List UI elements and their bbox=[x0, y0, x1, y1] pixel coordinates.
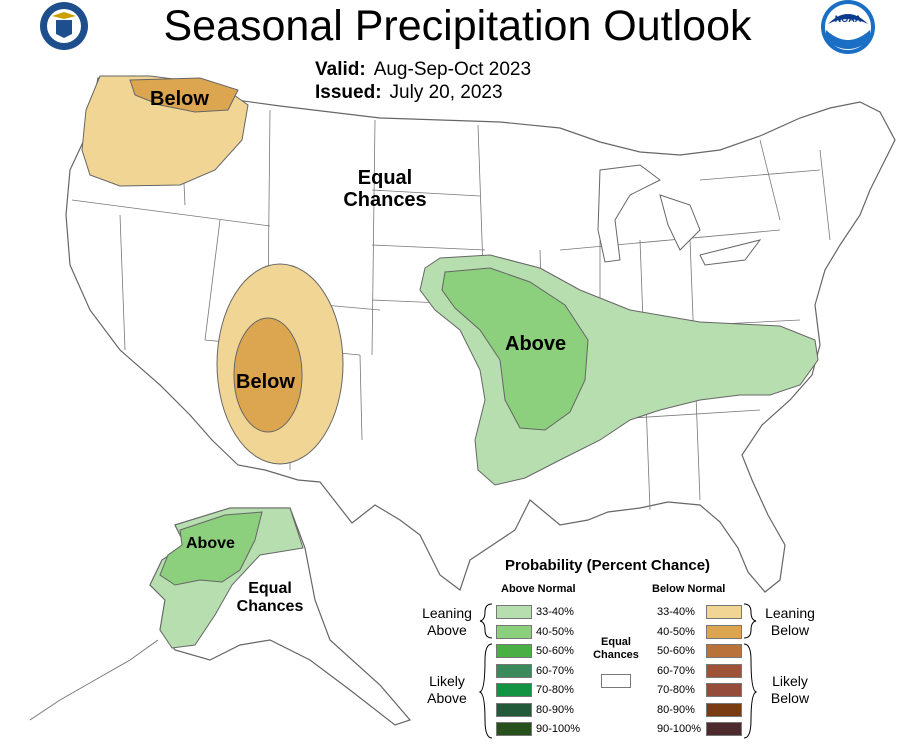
legend-below-range-label: 50-60% bbox=[657, 645, 695, 657]
legend-above-swatch bbox=[496, 683, 532, 697]
legend-equal-swatch bbox=[601, 674, 631, 688]
legend-equal-line2: Chances bbox=[593, 649, 639, 662]
legend-below-swatch bbox=[706, 702, 742, 717]
central-above-40-50 bbox=[441, 267, 589, 431]
legend-below-range-label: 80-90% bbox=[657, 703, 695, 716]
legend-below-range-label: 70-80% bbox=[657, 684, 695, 696]
equal-chances-line1: Equal bbox=[357, 167, 413, 189]
legend-above-range-label: 80-90% bbox=[536, 703, 574, 716]
legend-likely-above: Likely Above bbox=[412, 673, 482, 707]
issued-line: Issued: July 20, 2023 bbox=[315, 82, 503, 104]
leaning-below-line2: Below bbox=[770, 621, 810, 638]
ak-equal-line2: Chances bbox=[236, 597, 304, 615]
legend-above-swatch bbox=[496, 624, 532, 639]
valid-line: Valid: Aug-Sep-Oct 2023 bbox=[315, 59, 531, 81]
legend-below-swatch bbox=[706, 624, 742, 639]
legend-above-swatch bbox=[496, 663, 532, 678]
equal-chances-line2: Chances bbox=[343, 189, 427, 212]
legend-below-header: Below Normal bbox=[652, 583, 726, 595]
leaning-above-line2: Above bbox=[427, 621, 467, 638]
issued-label: Issued: bbox=[315, 82, 382, 103]
ak-equal-line1: Equal bbox=[248, 580, 292, 597]
legend-equal-line1: Equal bbox=[601, 636, 631, 648]
page-title: Seasonal Precipitation Outlook bbox=[163, 2, 752, 50]
great-lakes bbox=[597, 164, 762, 266]
legend-leaning-below: Leaning Below bbox=[755, 605, 825, 639]
aleutians bbox=[29, 639, 159, 721]
legend-above-swatch bbox=[496, 722, 532, 736]
legend-below-range-label: 40-50% bbox=[657, 625, 695, 638]
legend-above-range-label: 70-80% bbox=[536, 684, 574, 696]
legend-below-range-label: 60-70% bbox=[657, 664, 695, 677]
legend-below-range-label: 33-40% bbox=[657, 606, 695, 618]
equal-chances-label: Equal Chances bbox=[330, 167, 440, 212]
legend-above-range-label: 60-70% bbox=[536, 664, 574, 677]
noaa-logo-text: NOAA bbox=[835, 14, 862, 24]
likely-below-line1: Likely bbox=[772, 673, 808, 689]
central-above-label: Above bbox=[505, 333, 567, 355]
issued-value: July 20, 2023 bbox=[389, 82, 503, 103]
legend-below-range-label: 90-100% bbox=[657, 723, 702, 735]
legend-above-range-label: 50-60% bbox=[536, 645, 574, 657]
legend-leaning-above: Leaning Above bbox=[412, 605, 482, 639]
legend-likely-below: Likely Below bbox=[755, 673, 825, 707]
sw-below-40-50 bbox=[233, 317, 303, 433]
legend-above-header: Above Normal bbox=[501, 583, 576, 595]
likely-above-line1: Likely bbox=[429, 673, 465, 689]
legend-equal-label: Equal Chances bbox=[586, 636, 646, 662]
legend-above-range-label: 40-50% bbox=[536, 625, 574, 638]
leaning-below-line1: Leaning bbox=[765, 605, 815, 621]
nw-below-40-50 bbox=[129, 77, 239, 113]
noaa-logo: NOAA bbox=[821, 0, 875, 54]
legend-title: Probability (Percent Chance) bbox=[505, 557, 711, 574]
valid-label: Valid: bbox=[315, 59, 366, 80]
legend-below-swatch bbox=[706, 644, 742, 658]
likely-below-line2: Below bbox=[770, 689, 810, 706]
legend-above-swatch bbox=[496, 605, 532, 619]
legend-below-swatch bbox=[706, 663, 742, 678]
legend-below-swatch bbox=[706, 605, 742, 619]
likely-above-line2: Above bbox=[427, 689, 467, 706]
sw-below-label: Below bbox=[236, 371, 295, 393]
legend-below-swatch bbox=[706, 683, 742, 697]
legend-below-swatch bbox=[706, 722, 742, 736]
department-of-commerce-seal bbox=[40, 2, 88, 50]
ak-above-40-50 bbox=[159, 511, 263, 586]
legend-above-range-label: 90-100% bbox=[536, 723, 581, 735]
legend-above-range-label: 33-40% bbox=[536, 606, 574, 618]
ak-equal-chances-label: Equal Chances bbox=[228, 580, 312, 616]
nw-below-label: Below bbox=[150, 88, 209, 110]
ak-above-label: Above bbox=[186, 535, 235, 552]
legend-above-swatch bbox=[496, 644, 532, 658]
legend-above-swatch bbox=[496, 702, 532, 717]
leaning-above-line1: Leaning bbox=[422, 605, 472, 621]
valid-value: Aug-Sep-Oct 2023 bbox=[373, 59, 532, 80]
